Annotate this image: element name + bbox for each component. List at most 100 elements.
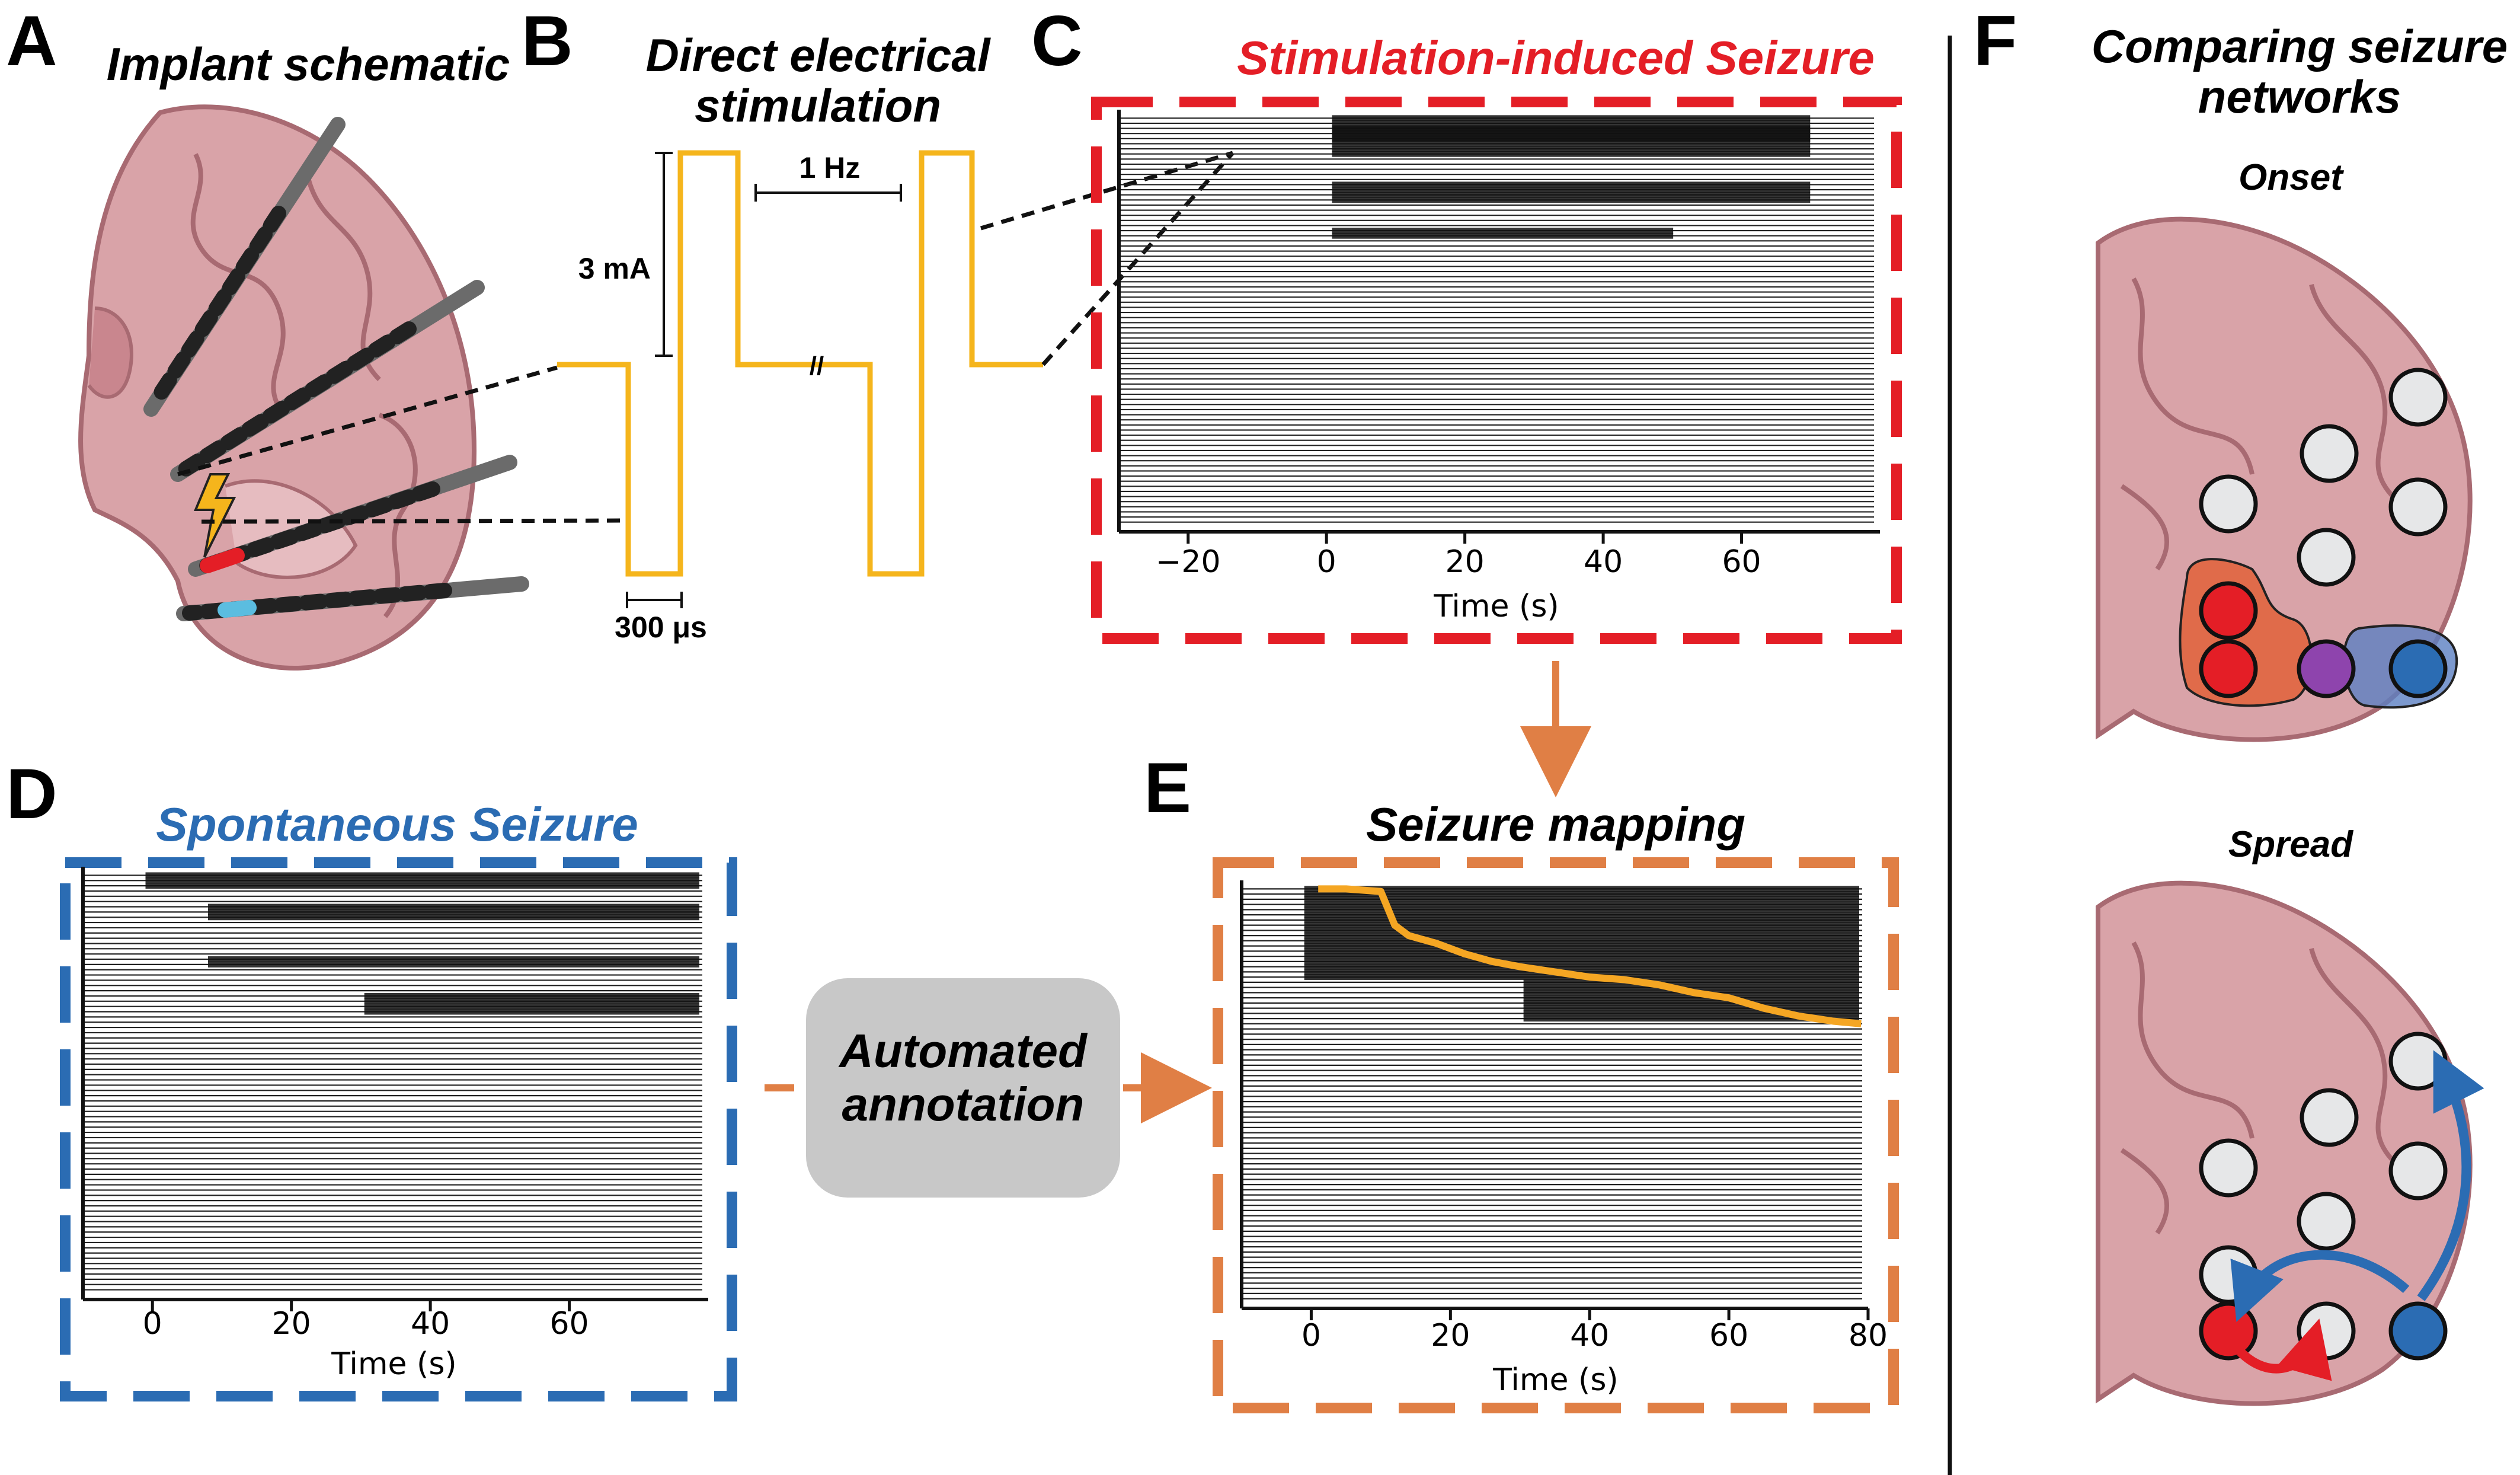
eeg-activity-burst [1523,1010,1859,1017]
electrode-node-purple [2297,639,2356,698]
panel-e: E Seizure mapping 0 20 40 60 80 Time (s) [1144,748,1899,1413]
electrode-node-gray [2199,474,2258,534]
eeg-activity-burst [1304,953,1859,960]
eeg-activity-burst [1332,135,1811,142]
x-tick-label: 20 [1446,544,1485,580]
depth-electrodes [143,117,529,621]
eeg-activity-burst [1332,191,1811,198]
electrode-node-gray [2388,368,2448,427]
panel-e-title: Seizure mapping [1366,798,1745,851]
chart-c-eeg: −20 0 20 40 60 [1117,110,1880,580]
eeg-activity-burst [1332,115,1811,122]
eeg-activity-burst [1304,948,1859,954]
eeg-activity-burst [1304,963,1859,970]
panel-b-letter: B [522,1,573,81]
x-tick-label: 40 [411,1306,450,1342]
x-tick-label: −20 [1156,544,1221,580]
x-tick-label: 0 [1317,544,1336,580]
eeg-activity-burst [1332,228,1674,234]
eeg-activity-burst [364,992,699,999]
eeg-activity-burst [145,872,699,879]
waveform-break-mark: // [810,352,824,381]
panel-d-letter: D [6,754,57,834]
x-tick-label: 0 [143,1306,162,1342]
x-tick-label: 20 [1431,1318,1470,1353]
eeg-activity-burst [1304,891,1859,898]
x-tick-label: 60 [1722,544,1761,580]
electrode-node-gray [2199,1138,2258,1198]
automated-annotation-step: Automated annotation [765,978,1212,1198]
panel-c-letter: C [1031,1,1083,81]
eeg-activity-burst [1332,181,1811,188]
panel-d: D Spontaneous Seizure 0 20 40 60 Time (s) [6,754,737,1401]
spread-label: Spread [2228,824,2353,865]
eeg-activity-burst [1304,969,1859,975]
eeg-activity-burst [1304,912,1859,918]
pulse-width-label: 300 μs [615,611,707,644]
panel-e-dashed-frame [1213,857,1899,1413]
eeg-activity-burst [1304,901,1859,908]
eeg-activity-burst [364,998,699,1004]
chart-d-eeg: 0 20 40 60 [81,867,708,1342]
eeg-activity-burst [1332,125,1811,132]
electrode-node-gray [2388,1032,2448,1091]
panel-b: B Direct electrical stimulation // 3 mA … [522,1,1235,644]
x-tick-label: 0 [1301,1318,1321,1353]
stimulation-waveform [557,150,1043,577]
electrode-node-gray [2300,424,2359,483]
eeg-activity-burst [1332,197,1811,203]
panel-b-title-line1: Direct electrical [645,29,990,81]
eeg-activity-burst [1523,995,1859,1001]
electrode-node-red [2199,639,2258,698]
chart-e-eeg: 0 20 40 60 80 [1240,880,1888,1353]
eeg-activity-burst [1304,933,1859,939]
eeg-activity-burst [1332,120,1811,126]
chart-e-xlabel: Time (s) [1492,1362,1618,1398]
amplitude-label: 3 mA [578,252,651,285]
automated-annotation-box [806,978,1120,1198]
electrode-node-gray [2297,1192,2356,1251]
eeg-activity-burst [1523,1016,1859,1022]
panel-b-title-line2: stimulation [695,79,941,132]
eeg-activity-burst [208,914,699,921]
eeg-activity-burst [1332,151,1811,157]
x-tick-label: 60 [1709,1318,1748,1353]
panel-e-letter: E [1144,748,1191,828]
eeg-activity-burst [1304,958,1859,965]
onset-label: Onset [2238,157,2344,198]
spread-arrow-red [2237,1318,2332,1381]
eeg-activity-burst [1332,146,1811,152]
panel-f-letter: F [1974,1,2017,81]
chart-c-xlabel: Time (s) [1433,589,1559,624]
panel-a-letter: A [6,1,57,81]
eeg-activity-burst [1304,943,1859,949]
electrode-node-gray [2388,1141,2448,1201]
annotation-box-line1: Automated [838,1024,1088,1077]
panel-d-title: Spontaneous Seizure [156,798,638,851]
eeg-activity-burst [1332,141,1811,147]
electrode-node-gray [2388,477,2448,537]
onset-electrode-nodes [2199,368,2448,698]
panel-a: A Implant schematic [6,1,629,671]
eeg-activity-burst [1332,232,1674,239]
eeg-activity-burst [1304,886,1859,892]
panel-f-title-line1: Comparing seizure [2092,20,2508,72]
electrode-node-blue [2388,639,2448,698]
x-tick-label: 40 [1584,544,1623,580]
x-tick-label: 20 [272,1306,311,1342]
panel-c: C Stimulation-induced Seizure −20 0 20 40 60… [1031,1,1902,644]
eeg-activity-burst [208,909,699,915]
eeg-activity-burst [145,877,699,884]
electrode-node-blue [2388,1301,2448,1361]
eeg-activity-burst [1332,130,1811,137]
electrode-node-red [2199,581,2258,640]
panel-f-title-line2: networks [2198,71,2401,123]
panel-f: F Comparing seizure networks Onset Sprea… [1974,1,2508,1406]
x-tick-label: 40 [1570,1318,1609,1353]
eeg-activity-burst [1304,896,1859,902]
eeg-activity-burst [364,1008,699,1015]
electrode-node-gray [2297,528,2356,587]
eeg-activity-burst [208,961,699,968]
panel-d-dashed-frame [60,857,737,1401]
